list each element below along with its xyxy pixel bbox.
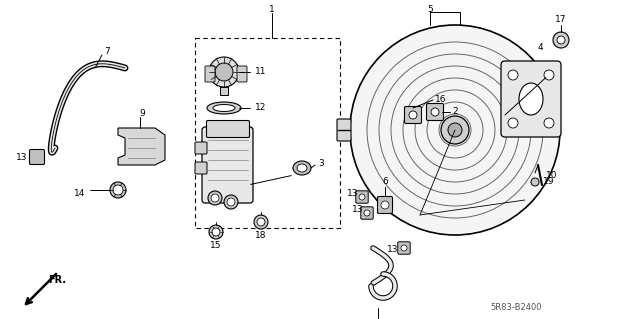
Circle shape bbox=[257, 218, 265, 226]
FancyBboxPatch shape bbox=[237, 66, 247, 82]
Text: 15: 15 bbox=[211, 241, 221, 250]
Text: 2: 2 bbox=[452, 108, 458, 116]
Text: 1: 1 bbox=[269, 5, 275, 14]
Circle shape bbox=[208, 191, 222, 205]
Circle shape bbox=[508, 70, 518, 80]
Ellipse shape bbox=[519, 83, 543, 115]
Text: 9: 9 bbox=[139, 108, 145, 117]
Circle shape bbox=[441, 116, 469, 144]
Text: 13: 13 bbox=[346, 189, 358, 197]
Bar bbox=[195, 38, 340, 228]
Text: 18: 18 bbox=[255, 232, 267, 241]
FancyBboxPatch shape bbox=[404, 107, 422, 123]
Circle shape bbox=[381, 201, 389, 209]
Text: 4: 4 bbox=[537, 42, 543, 51]
Circle shape bbox=[544, 118, 554, 128]
FancyBboxPatch shape bbox=[361, 207, 373, 219]
Circle shape bbox=[350, 25, 560, 235]
Text: 13: 13 bbox=[351, 205, 363, 214]
Circle shape bbox=[531, 178, 539, 186]
FancyBboxPatch shape bbox=[29, 150, 45, 165]
FancyBboxPatch shape bbox=[207, 121, 250, 137]
FancyBboxPatch shape bbox=[195, 162, 207, 174]
Circle shape bbox=[110, 182, 126, 198]
Text: 13: 13 bbox=[15, 152, 27, 161]
Text: 7: 7 bbox=[104, 48, 109, 56]
Text: 13: 13 bbox=[387, 246, 398, 255]
FancyBboxPatch shape bbox=[356, 191, 368, 203]
Circle shape bbox=[409, 111, 417, 119]
Circle shape bbox=[211, 194, 219, 202]
Ellipse shape bbox=[213, 105, 235, 112]
Text: 16: 16 bbox=[435, 94, 447, 103]
Circle shape bbox=[431, 108, 439, 116]
Text: 12: 12 bbox=[255, 103, 266, 113]
Polygon shape bbox=[118, 128, 165, 165]
Circle shape bbox=[209, 57, 239, 87]
FancyBboxPatch shape bbox=[195, 142, 207, 154]
FancyBboxPatch shape bbox=[501, 61, 561, 137]
Text: 6: 6 bbox=[382, 177, 388, 187]
Circle shape bbox=[557, 36, 565, 44]
Circle shape bbox=[254, 215, 268, 229]
FancyBboxPatch shape bbox=[398, 242, 410, 254]
Circle shape bbox=[544, 70, 554, 80]
Text: 19: 19 bbox=[543, 177, 554, 187]
Circle shape bbox=[215, 63, 233, 81]
Circle shape bbox=[227, 198, 235, 206]
Circle shape bbox=[113, 185, 123, 195]
Circle shape bbox=[359, 194, 365, 200]
FancyBboxPatch shape bbox=[378, 197, 392, 213]
Circle shape bbox=[224, 195, 238, 209]
Text: 17: 17 bbox=[556, 16, 567, 25]
Ellipse shape bbox=[297, 164, 307, 172]
Text: 10: 10 bbox=[546, 170, 557, 180]
FancyBboxPatch shape bbox=[337, 119, 351, 141]
Text: 3: 3 bbox=[318, 159, 324, 167]
Text: 5: 5 bbox=[427, 4, 433, 13]
FancyBboxPatch shape bbox=[426, 103, 444, 121]
Text: 14: 14 bbox=[74, 189, 85, 197]
FancyBboxPatch shape bbox=[205, 66, 215, 82]
Circle shape bbox=[508, 118, 518, 128]
Ellipse shape bbox=[207, 102, 241, 114]
Text: FR.: FR. bbox=[48, 275, 66, 285]
Circle shape bbox=[553, 32, 569, 48]
Ellipse shape bbox=[293, 161, 311, 175]
Bar bbox=[220, 87, 228, 95]
Circle shape bbox=[401, 245, 407, 251]
Text: 5R83-B2400: 5R83-B2400 bbox=[490, 303, 541, 313]
Circle shape bbox=[209, 225, 223, 239]
FancyBboxPatch shape bbox=[202, 127, 253, 203]
Text: 11: 11 bbox=[255, 68, 266, 77]
Circle shape bbox=[448, 123, 462, 137]
Circle shape bbox=[212, 228, 220, 236]
Circle shape bbox=[364, 210, 370, 216]
